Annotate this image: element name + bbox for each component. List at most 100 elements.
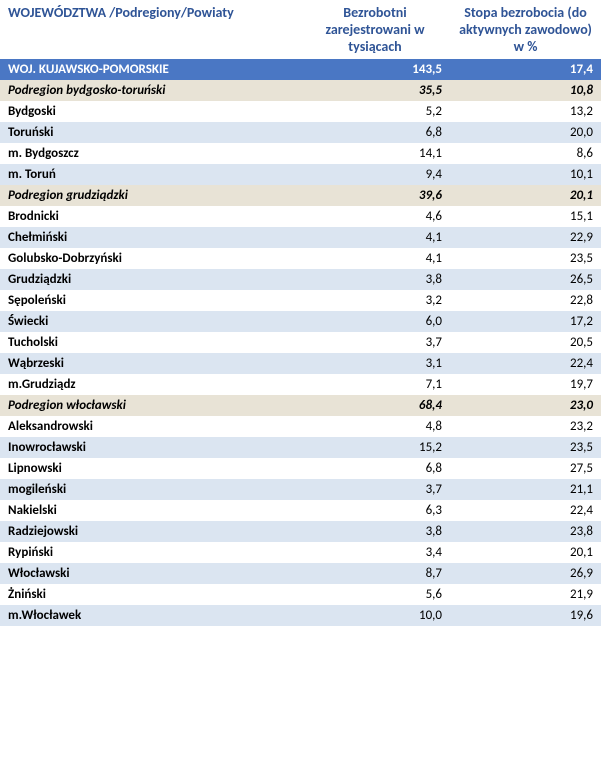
row-unemployed: 4,6 — [300, 206, 450, 227]
row-rate: 20,5 — [450, 332, 601, 353]
row-rate: 20,1 — [450, 185, 601, 206]
row-rate: 10,1 — [450, 164, 601, 185]
row-unemployed: 3,7 — [300, 332, 450, 353]
row-rate: 23,0 — [450, 395, 601, 416]
row-name: Sępoleński — [0, 290, 300, 311]
row-unemployed: 3,8 — [300, 269, 450, 290]
row-name: m. Toruń — [0, 164, 300, 185]
unemployment-table: WOJEWÓDZTWA /Podregiony/PowiatyBezrobotn… — [0, 0, 601, 626]
row-unemployed: 6,8 — [300, 122, 450, 143]
row-rate: 21,9 — [450, 584, 601, 605]
table-row: Podregion grudziądzki39,620,1 — [0, 185, 601, 206]
row-name: Podregion grudziądzki — [0, 185, 300, 206]
row-rate: 13,2 — [450, 101, 601, 122]
row-rate: 23,5 — [450, 248, 601, 269]
row-unemployed: 5,2 — [300, 101, 450, 122]
table-row: Nakielski6,322,4 — [0, 500, 601, 521]
row-rate: 26,9 — [450, 563, 601, 584]
row-unemployed: 4,1 — [300, 248, 450, 269]
row-unemployed: 3,4 — [300, 542, 450, 563]
row-name: Toruński — [0, 122, 300, 143]
row-name: Chełmiński — [0, 227, 300, 248]
row-unemployed: 14,1 — [300, 143, 450, 164]
row-rate: 22,4 — [450, 500, 601, 521]
row-unemployed: 3,7 — [300, 479, 450, 500]
row-unemployed: 10,0 — [300, 605, 450, 626]
column-header: Stopa bezrobocia (do aktywnych zawodowo)… — [450, 0, 601, 59]
table-row: Wąbrzeski3,122,4 — [0, 353, 601, 374]
row-name: Podregion bydgosko-toruński — [0, 80, 300, 101]
row-name: Tucholski — [0, 332, 300, 353]
row-name: Podregion włocławski — [0, 395, 300, 416]
table-header: WOJEWÓDZTWA /Podregiony/PowiatyBezrobotn… — [0, 0, 601, 59]
row-name: mogileński — [0, 479, 300, 500]
table-row: Aleksandrowski4,823,2 — [0, 416, 601, 437]
table-row: Chełmiński4,122,9 — [0, 227, 601, 248]
table-row: Żniński5,621,9 — [0, 584, 601, 605]
row-rate: 20,0 — [450, 122, 601, 143]
table-row: Włocławski8,726,9 — [0, 563, 601, 584]
table-row: Tucholski3,720,5 — [0, 332, 601, 353]
row-rate: 22,9 — [450, 227, 601, 248]
row-rate: 19,6 — [450, 605, 601, 626]
row-unemployed: 3,1 — [300, 353, 450, 374]
row-unemployed: 15,2 — [300, 437, 450, 458]
row-rate: 21,1 — [450, 479, 601, 500]
row-name: Świecki — [0, 311, 300, 332]
table-row: Toruński6,820,0 — [0, 122, 601, 143]
row-name: Aleksandrowski — [0, 416, 300, 437]
row-name: Nakielski — [0, 500, 300, 521]
row-name: WOJ. KUJAWSKO-POMORSKIE — [0, 59, 300, 80]
row-rate: 23,2 — [450, 416, 601, 437]
row-unemployed: 68,4 — [300, 395, 450, 416]
row-unemployed: 6,3 — [300, 500, 450, 521]
table-row: Podregion włocławski68,423,0 — [0, 395, 601, 416]
table-row: Bydgoski5,213,2 — [0, 101, 601, 122]
row-unemployed: 6,8 — [300, 458, 450, 479]
row-name: m.Włocławek — [0, 605, 300, 626]
table-row: Podregion bydgosko-toruński35,510,8 — [0, 80, 601, 101]
table-row: Brodnicki4,615,1 — [0, 206, 601, 227]
table-row: Rypiński3,420,1 — [0, 542, 601, 563]
row-name: m. Bydgoszcz — [0, 143, 300, 164]
row-rate: 20,1 — [450, 542, 601, 563]
row-name: m.Grudziądz — [0, 374, 300, 395]
row-name: Inowrocławski — [0, 437, 300, 458]
table-row: m. Toruń9,410,1 — [0, 164, 601, 185]
table-row: Grudziądzki3,826,5 — [0, 269, 601, 290]
row-rate: 23,5 — [450, 437, 601, 458]
table-row: Sępoleński3,222,8 — [0, 290, 601, 311]
row-name: Golubsko-Dobrzyński — [0, 248, 300, 269]
row-unemployed: 3,8 — [300, 521, 450, 542]
column-header: Bezrobotni zarejestrowani w tysiącach — [300, 0, 450, 59]
row-rate: 10,8 — [450, 80, 601, 101]
table-row: mogileński3,721,1 — [0, 479, 601, 500]
table-row: WOJ. KUJAWSKO-POMORSKIE143,517,4 — [0, 59, 601, 80]
table-row: Inowrocławski15,223,5 — [0, 437, 601, 458]
row-rate: 8,6 — [450, 143, 601, 164]
row-name: Bydgoski — [0, 101, 300, 122]
row-rate: 17,2 — [450, 311, 601, 332]
table-row: Radziejowski3,823,8 — [0, 521, 601, 542]
column-header: WOJEWÓDZTWA /Podregiony/Powiaty — [0, 0, 300, 59]
row-rate: 26,5 — [450, 269, 601, 290]
table-row: Lipnowski6,827,5 — [0, 458, 601, 479]
row-name: Rypiński — [0, 542, 300, 563]
row-unemployed: 3,2 — [300, 290, 450, 311]
row-unemployed: 8,7 — [300, 563, 450, 584]
row-unemployed: 39,6 — [300, 185, 450, 206]
table-row: Świecki6,017,2 — [0, 311, 601, 332]
row-rate: 27,5 — [450, 458, 601, 479]
row-name: Brodnicki — [0, 206, 300, 227]
table-row: m.Grudziądz7,119,7 — [0, 374, 601, 395]
row-unemployed: 4,1 — [300, 227, 450, 248]
row-name: Lipnowski — [0, 458, 300, 479]
row-rate: 19,7 — [450, 374, 601, 395]
row-name: Wąbrzeski — [0, 353, 300, 374]
row-name: Żniński — [0, 584, 300, 605]
row-name: Włocławski — [0, 563, 300, 584]
row-rate: 15,1 — [450, 206, 601, 227]
row-unemployed: 9,4 — [300, 164, 450, 185]
row-rate: 22,8 — [450, 290, 601, 311]
row-unemployed: 4,8 — [300, 416, 450, 437]
